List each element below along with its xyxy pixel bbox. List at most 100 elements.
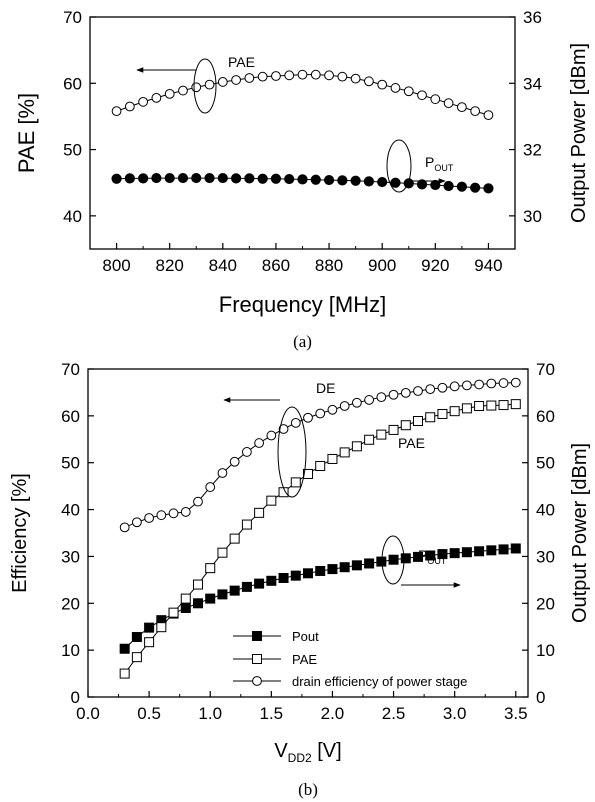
x-tick-label: 900 [368,256,396,275]
data-point [471,107,480,116]
x-axis-label: Frequency [MHz] [219,292,387,317]
data-point [285,174,294,183]
chart-b: 0.0 0.5 1.0 1.5 2.0 2.5 3.0 3.50102030405060700… [9,360,591,799]
data-point [391,84,400,93]
data-point [125,102,134,111]
data-point [267,576,276,585]
data-point [316,566,325,575]
data-point [364,177,373,186]
legend-label: Pout [292,629,319,644]
data-point [471,183,480,192]
y-tick-label: 20 [61,594,80,613]
data-point [145,514,154,523]
data-point [499,401,508,410]
data-point [328,454,337,463]
data-point [340,448,349,457]
y2-axis-label: Output Power [dBm] [568,43,590,223]
x-tick-label: 2.5 [382,704,406,723]
data-point [389,390,398,399]
data-point [487,379,496,388]
x-tick-label: 1.0 [198,704,222,723]
data-point [255,508,264,517]
data-point [389,555,398,564]
data-point [438,383,447,392]
data-point [404,87,413,96]
x-tick-label: 840 [209,256,237,275]
data-point [351,74,360,83]
data-point [194,599,203,608]
data-point [279,573,288,582]
data-point [218,590,227,599]
data-point [255,439,264,448]
data-point [365,77,374,86]
data-point [418,91,427,100]
data-point [298,70,307,79]
data-point [157,623,166,632]
data-point [304,413,313,422]
data-point [426,385,435,394]
y-tick-label: 0 [71,688,80,707]
data-point [165,89,174,98]
data-point [324,175,333,184]
data-point [132,633,141,642]
x-tick-label: 3.5 [504,704,528,723]
data-point [145,638,154,647]
data-point [438,409,447,418]
data-point [316,461,325,470]
data-point [192,83,201,92]
data-point [401,388,410,397]
plot-frame [90,17,515,249]
data-point [139,174,148,183]
data-point [401,421,410,430]
data-point [475,380,484,389]
data-point [125,174,134,183]
data-point [414,387,423,396]
data-point [132,653,141,662]
y2-tick-label: 30 [536,547,555,566]
data-point [152,93,161,102]
data-point [145,623,154,632]
data-point [450,549,459,558]
data-point [258,174,267,183]
data-point [340,563,349,572]
data-point [414,417,423,426]
data-point [181,594,190,603]
data-point [181,603,190,612]
data-point [352,442,361,451]
data-point [298,175,307,184]
data-point [511,378,520,387]
y-tick-label: 70 [63,8,82,27]
x-tick-label: 0.5 [137,704,161,723]
data-point [271,174,280,183]
data-point [152,173,161,182]
data-point [206,483,215,492]
x-tick-label: 920 [421,256,449,275]
data-point [132,518,141,527]
data-point [511,544,520,553]
legend-label: drain efficiency of power stage [292,674,467,689]
legend-marker [253,632,262,641]
x-tick-label: 3.0 [443,704,467,723]
data-point [338,176,347,185]
x-tick-label: 940 [474,256,502,275]
data-point [272,72,281,81]
data-point [245,174,254,183]
y-tick-label: 70 [61,360,80,379]
y-tick-label: 10 [61,641,80,660]
series-line [125,383,516,528]
data-point [499,545,508,554]
data-point [450,382,459,391]
data-point [245,74,254,83]
data-point [218,78,227,87]
data-point [462,404,471,413]
data-point [112,107,121,116]
data-point [230,586,239,595]
data-point [391,178,400,187]
figure-caption: (a) [293,332,312,351]
data-point [205,173,214,182]
data-point [205,80,214,89]
data-point [484,184,493,193]
data-point [165,173,174,182]
y-axis-label: Efficiency [%] [9,473,31,593]
y-tick-label: 60 [61,407,80,426]
